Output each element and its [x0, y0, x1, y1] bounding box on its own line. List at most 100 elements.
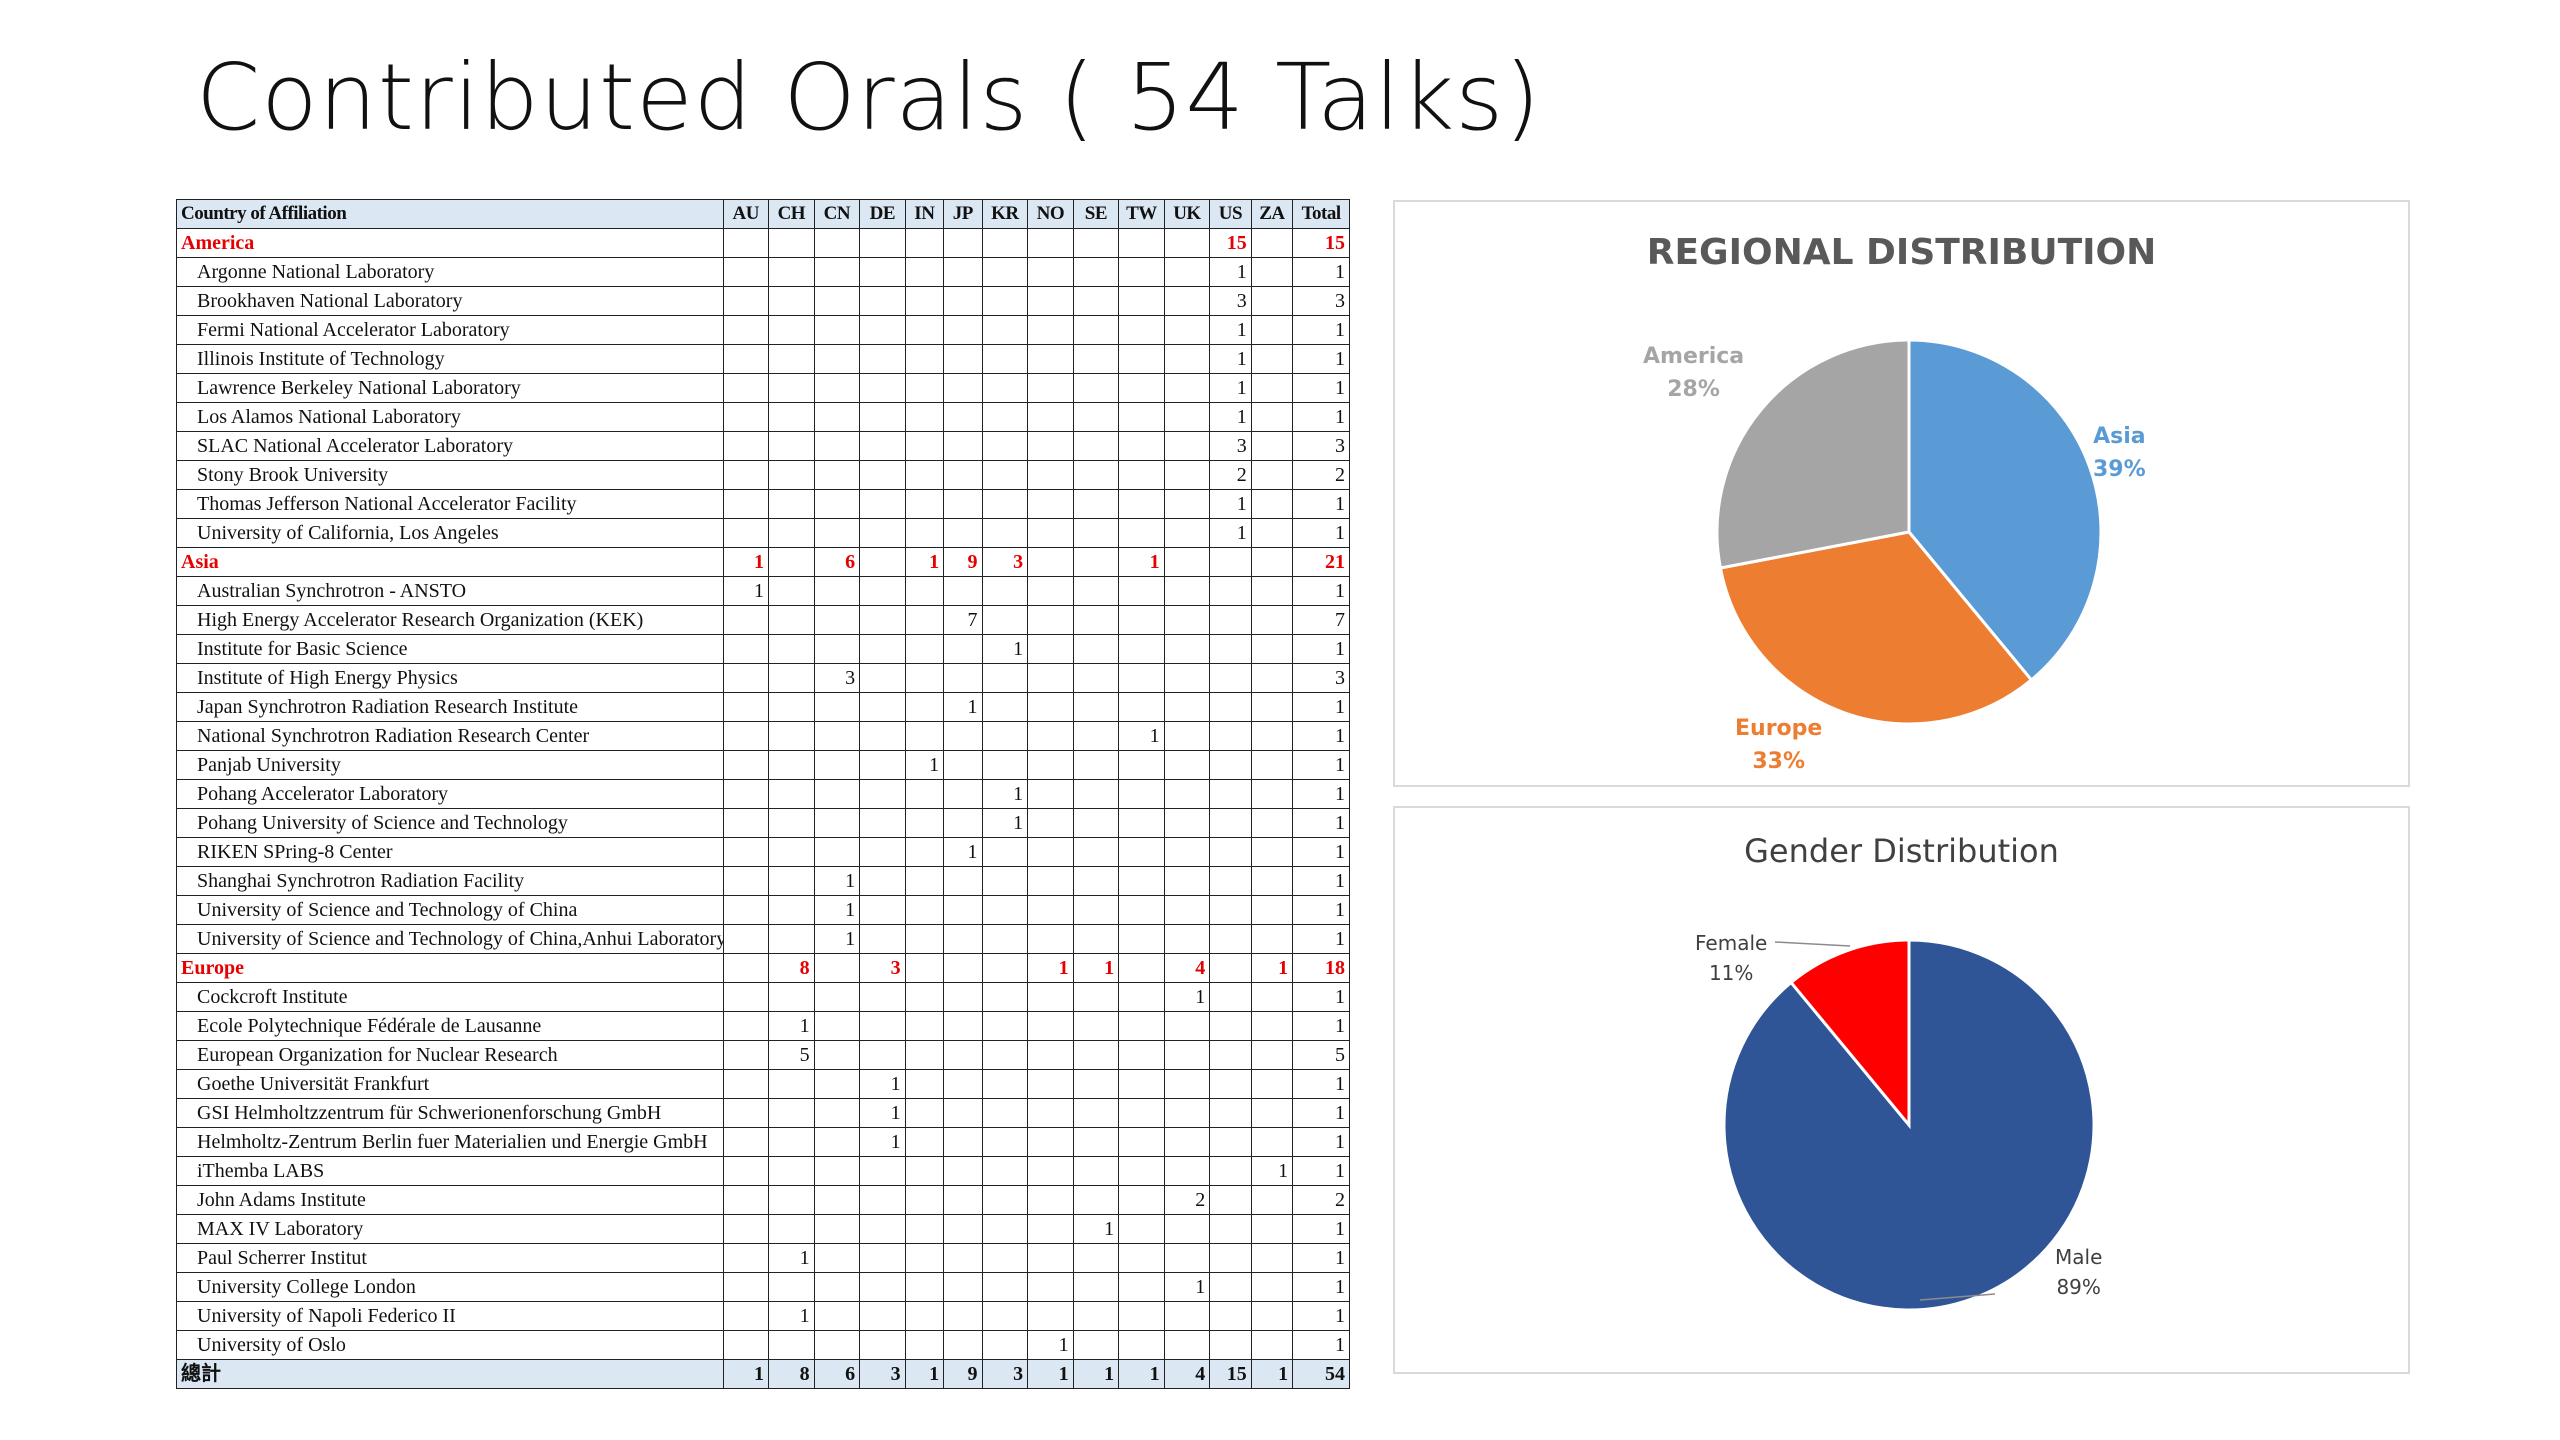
cell-us: 1 — [1209, 489, 1252, 519]
cell-us: 15 — [1209, 228, 1252, 258]
row-label: Lawrence Berkeley National Laboratory — [176, 373, 724, 403]
cell-kr — [981, 373, 1029, 403]
cell-kr — [981, 663, 1029, 693]
cell-total: 1 — [1292, 1127, 1350, 1157]
gender-chart-title: Gender Distribution — [1744, 832, 2059, 870]
cell-za — [1250, 286, 1294, 316]
cell-de — [859, 1040, 906, 1070]
cell-jp — [943, 402, 983, 432]
cell-in — [904, 1156, 945, 1186]
cell-se — [1072, 721, 1120, 751]
cell-us — [1209, 895, 1252, 925]
cell-de — [859, 489, 906, 519]
cell-tw — [1118, 1185, 1165, 1215]
cell-au — [722, 634, 770, 664]
regional-pie — [1715, 338, 2103, 726]
cell-tw — [1118, 924, 1165, 954]
cell-in — [904, 286, 945, 316]
cell-de — [859, 721, 906, 751]
cell-se — [1072, 547, 1120, 577]
cell-in — [904, 344, 945, 374]
female-label: Female 11% — [1695, 928, 1767, 988]
table-row: Lawrence Berkeley National Laboratory 1 1 — [176, 373, 1350, 403]
cell-za — [1250, 1301, 1294, 1331]
cell-tw — [1118, 866, 1165, 896]
table-row: Helmholtz-Zentrum Berlin fuer Materialie… — [176, 1127, 1350, 1157]
cell-cn — [813, 1301, 861, 1331]
table-row: European Organization for Nuclear Resear… — [176, 1040, 1350, 1070]
header-total: Total — [1292, 199, 1350, 229]
cell-ch — [768, 895, 815, 925]
cell-au — [722, 286, 770, 316]
cell-za — [1250, 1214, 1294, 1244]
cell-total: 1 — [1292, 1214, 1350, 1244]
cell-au — [722, 1127, 770, 1157]
cell-us — [1209, 663, 1252, 693]
cell-cn — [813, 1243, 861, 1273]
table-row: GSI Helmholtzzentrum für Schwerionenfors… — [176, 1098, 1350, 1128]
cell-total: 2 — [1292, 1185, 1350, 1215]
cell-kr: 3 — [981, 1359, 1029, 1389]
cell-kr — [981, 837, 1029, 867]
cell-in — [904, 895, 945, 925]
cell-za — [1250, 460, 1294, 490]
cell-jp: 1 — [943, 692, 983, 722]
cell-au — [722, 257, 770, 287]
cell-kr — [981, 489, 1029, 519]
cell-ch — [768, 1069, 815, 1099]
row-label: America — [176, 228, 724, 258]
cell-kr: 3 — [981, 547, 1029, 577]
cell-in — [904, 692, 945, 722]
cell-za — [1250, 1243, 1294, 1273]
cell-uk — [1163, 576, 1211, 606]
regional-chart-title: REGIONAL DISTRIBUTION — [1646, 232, 2157, 273]
cell-ch: 8 — [768, 953, 815, 983]
header-kr: KR — [981, 199, 1029, 229]
cell-au — [722, 1330, 770, 1360]
cell-kr — [981, 924, 1029, 954]
row-label: RIKEN SPring-8 Center — [176, 837, 724, 867]
cell-tw — [1118, 1214, 1165, 1244]
cell-tw — [1118, 431, 1165, 461]
cell-de — [859, 1011, 906, 1041]
table-row: Paul Scherrer Institut 1 1 — [176, 1243, 1350, 1273]
cell-no — [1027, 228, 1074, 258]
cell-tw — [1118, 1301, 1165, 1331]
cell-no: 1 — [1027, 1359, 1074, 1389]
cell-us — [1209, 924, 1252, 954]
cell-total: 5 — [1292, 1040, 1350, 1070]
cell-se — [1072, 489, 1120, 519]
cell-tw — [1118, 750, 1165, 780]
row-label: High Energy Accelerator Research Organiz… — [176, 605, 724, 635]
cell-se — [1072, 344, 1120, 374]
cell-jp — [943, 1040, 983, 1070]
cell-de — [859, 228, 906, 258]
cell-us: 15 — [1209, 1359, 1252, 1389]
cell-ch: 1 — [768, 1011, 815, 1041]
cell-us — [1209, 750, 1252, 780]
cell-de: 1 — [859, 1098, 906, 1128]
row-label: 總計 — [176, 1359, 724, 1389]
cell-us: 1 — [1209, 373, 1252, 403]
cell-us — [1209, 953, 1252, 983]
europe-label: Europe 33% — [1735, 712, 1822, 778]
cell-tw — [1118, 1330, 1165, 1360]
cell-ch — [768, 1127, 815, 1157]
cell-se — [1072, 1098, 1120, 1128]
cell-jp — [943, 924, 983, 954]
cell-za — [1250, 1185, 1294, 1215]
affiliation-grid: Country of Affiliation AU CH CN DE IN JP KR NO SE… — [176, 199, 1350, 1389]
cell-jp — [943, 1301, 983, 1331]
europe-label-percent: 33% — [1752, 749, 1805, 774]
cell-cn — [813, 634, 861, 664]
cell-se — [1072, 1272, 1120, 1302]
cell-cn — [813, 779, 861, 809]
cell-ch — [768, 257, 815, 287]
cell-no — [1027, 460, 1074, 490]
cell-se — [1072, 402, 1120, 432]
table-row: SLAC National Accelerator Laboratory 3 3 — [176, 431, 1350, 461]
cell-in — [904, 518, 945, 548]
cell-ch — [768, 402, 815, 432]
cell-uk — [1163, 605, 1211, 635]
cell-za — [1250, 402, 1294, 432]
